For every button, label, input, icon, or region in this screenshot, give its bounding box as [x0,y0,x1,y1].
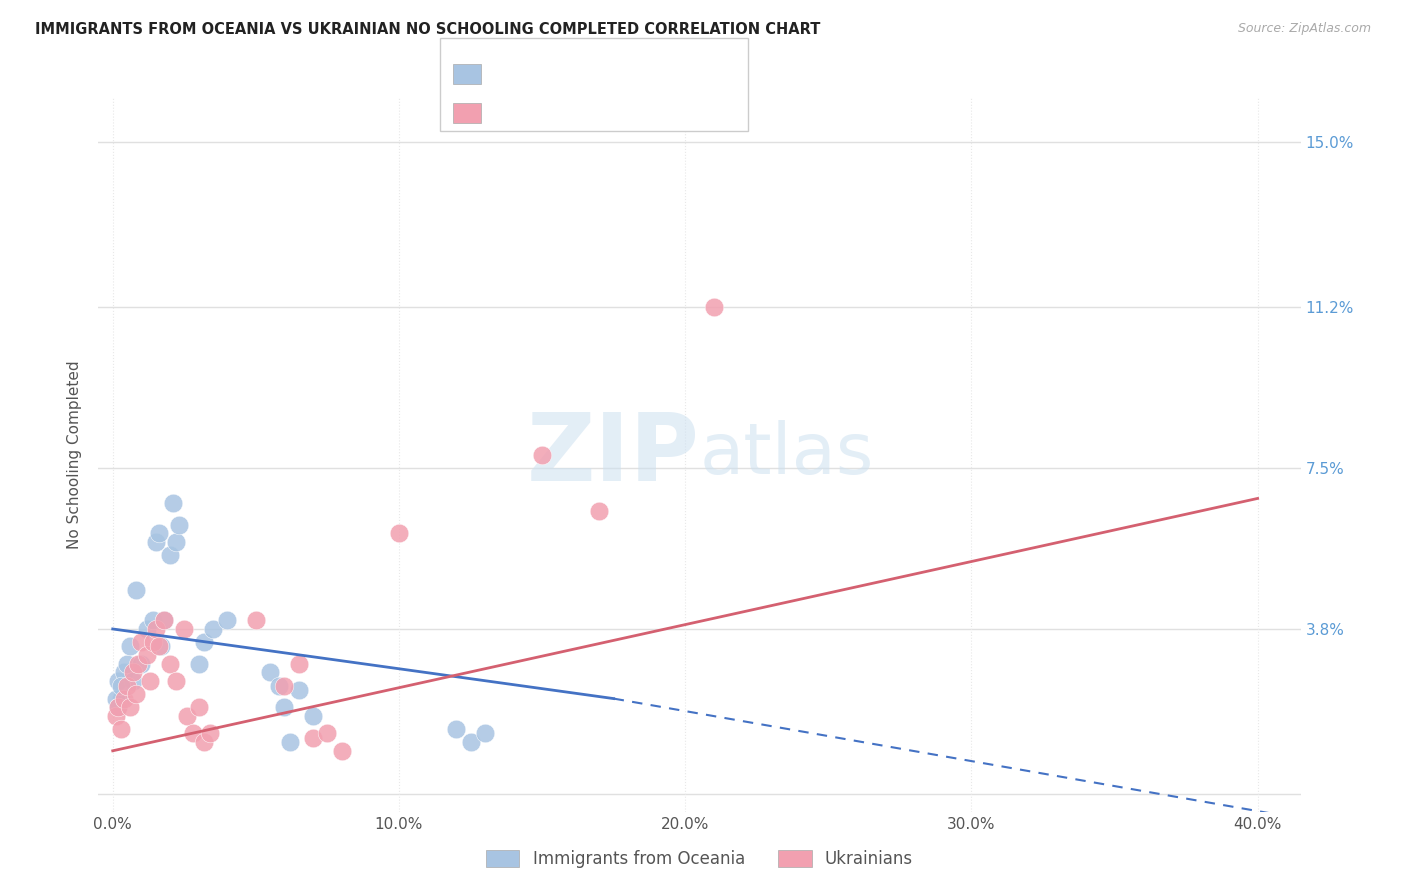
Point [474,726,496,740]
Point [142,635,165,649]
Text: IMMIGRANTS FROM OCEANIA VS UKRAINIAN NO SCHOOLING COMPLETED CORRELATION CHART: IMMIGRANTS FROM OCEANIA VS UKRAINIAN NO … [35,22,821,37]
Point [460,735,482,749]
Point [121,674,143,689]
Point [112,691,135,706]
Point [110,722,132,736]
Legend: Immigrants from Oceania, Ukrainians: Immigrants from Oceania, Ukrainians [479,843,920,875]
Point [302,731,325,745]
Point [173,622,195,636]
Point [118,700,141,714]
Point [245,613,267,627]
Point [148,640,170,654]
Text: R = -0.239: R = -0.239 [492,67,583,81]
Point [531,448,554,462]
Point [444,722,467,736]
Text: Source: ZipAtlas.com: Source: ZipAtlas.com [1237,22,1371,36]
Point [145,535,167,549]
Point [388,526,411,541]
Point [142,613,165,627]
Point [107,674,129,689]
Point [165,535,187,549]
Point [316,726,339,740]
Point [139,674,162,689]
Point [107,700,129,714]
Point [153,613,176,627]
Point [217,613,239,627]
Point [162,496,184,510]
Point [330,744,353,758]
Point [104,691,127,706]
Point [703,300,725,314]
Point [115,679,138,693]
Point [110,691,132,706]
Point [121,665,143,680]
Point [287,657,309,671]
Point [107,700,129,714]
Point [124,582,146,597]
Point [118,640,141,654]
Point [181,726,204,740]
Point [259,665,281,680]
Point [159,548,181,562]
Point [145,622,167,636]
Point [273,679,295,693]
Point [273,700,295,714]
Point [302,709,325,723]
Point [201,622,224,636]
Point [128,657,150,671]
Text: R =  0.269: R = 0.269 [492,106,583,120]
Point [198,726,221,740]
Text: N = 25: N = 25 [612,67,666,81]
Point [112,665,135,680]
Text: N = 34: N = 34 [612,106,666,120]
Point [115,657,138,671]
Point [267,679,290,693]
Point [150,640,173,654]
Point [159,657,181,671]
Point [187,700,209,714]
Point [110,679,132,693]
Point [193,735,215,749]
Point [193,635,215,649]
Point [187,657,209,671]
Point [287,682,309,697]
Point [153,613,176,627]
Point [136,648,159,662]
Point [176,709,198,723]
Point [278,735,301,749]
Text: ZIP: ZIP [527,409,700,501]
Text: atlas: atlas [700,420,875,490]
Point [588,504,610,518]
Point [104,709,127,723]
Point [131,635,153,649]
Point [136,622,159,636]
Point [124,687,146,701]
Point [165,674,187,689]
Y-axis label: No Schooling Completed: No Schooling Completed [67,360,83,549]
Point [148,526,170,541]
Point [131,657,153,671]
Point [167,517,190,532]
